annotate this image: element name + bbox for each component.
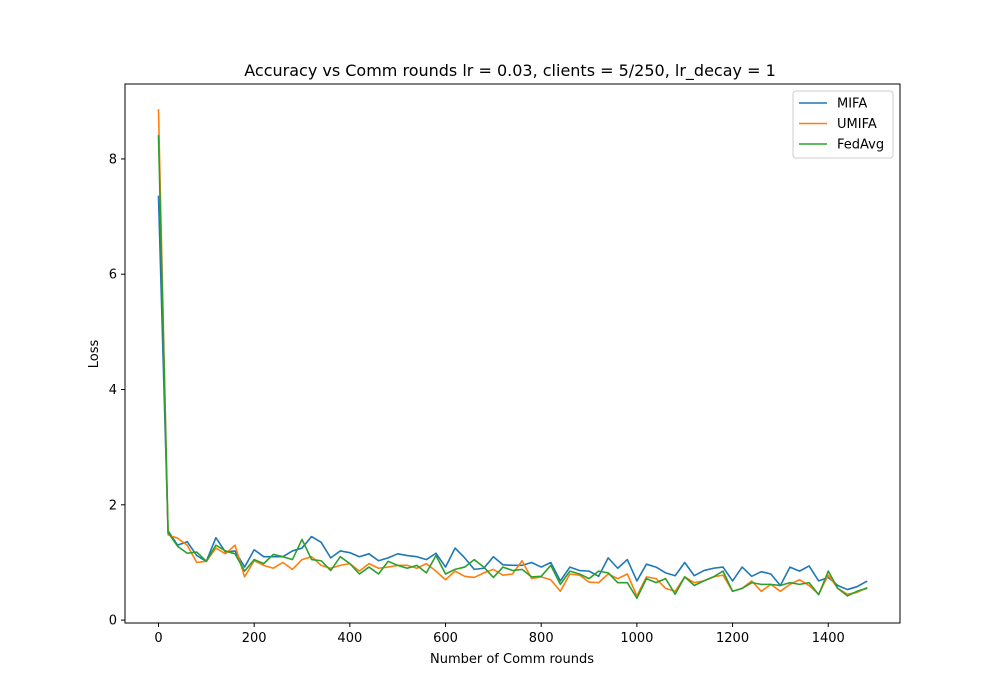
chart-title: Accuracy vs Comm rounds lr = 0.03, clien… bbox=[244, 61, 776, 81]
x-axis: 0 200 400 600 800 1000 1200 1400 bbox=[154, 623, 845, 646]
x-tick-label: 800 bbox=[529, 631, 554, 646]
legend-label-mifa: MIFA bbox=[837, 97, 867, 112]
y-tick-label: 8 bbox=[109, 152, 117, 167]
y-tick-label: 2 bbox=[109, 498, 117, 513]
legend-box bbox=[792, 90, 894, 159]
y-axis-label: Loss bbox=[87, 340, 102, 369]
plot-frame bbox=[124, 83, 901, 624]
legend: MIFA UMIFA FedAvg bbox=[792, 90, 894, 159]
y-tick-label: 0 bbox=[109, 614, 117, 629]
legend-label-fedavg: FedAvg bbox=[837, 138, 884, 153]
legend-label-umifa: UMIFA bbox=[837, 117, 877, 132]
x-tick-label: 1400 bbox=[812, 631, 845, 646]
x-axis-label: Number of Comm rounds bbox=[430, 652, 594, 667]
series-line-fedavg bbox=[157, 135, 868, 600]
x-tick-label: 600 bbox=[433, 631, 458, 646]
x-tick-label: 1200 bbox=[716, 631, 749, 646]
x-tick-label: 200 bbox=[242, 631, 267, 646]
y-tick-label: 6 bbox=[109, 268, 117, 283]
x-tick-label: 400 bbox=[337, 631, 362, 646]
y-tick-label: 4 bbox=[109, 383, 117, 398]
x-tick-label: 0 bbox=[154, 631, 162, 646]
series-lines bbox=[157, 109, 868, 600]
x-tick-label: 1000 bbox=[620, 631, 653, 646]
y-axis: 0 2 4 6 8 bbox=[109, 152, 125, 629]
series-line-umifa bbox=[157, 109, 868, 597]
series-line-mifa bbox=[157, 195, 868, 591]
